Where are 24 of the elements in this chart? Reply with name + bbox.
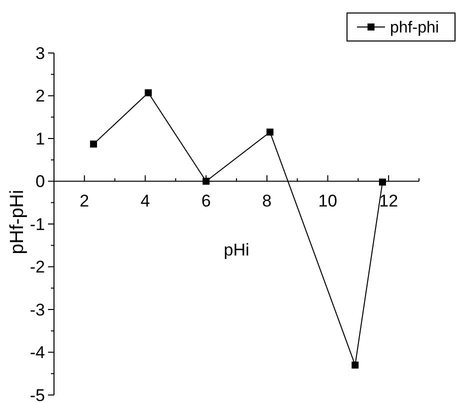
- legend-label: phf-phi: [390, 20, 439, 37]
- y-tick-label: -4: [30, 343, 45, 362]
- y-tick-label: -2: [30, 258, 45, 277]
- x-tick-label: 4: [140, 191, 150, 210]
- x-tick-label: 8: [262, 191, 272, 210]
- y-tick-label: -5: [30, 386, 45, 403]
- y-tick-label: 1: [36, 129, 45, 148]
- point: [266, 128, 274, 136]
- point: [90, 140, 98, 148]
- y-tick-label: -1: [30, 214, 45, 234]
- x-tick-label: 10: [318, 191, 338, 210]
- y-tick-label: 2: [36, 86, 45, 106]
- x-axis-title: pHi: [224, 240, 250, 260]
- y-tick-label: 0: [36, 172, 45, 192]
- y-axis-title: pHf-pHi: [7, 190, 28, 254]
- x-tick-label: 2: [80, 191, 90, 210]
- y-tick-label: -3: [30, 300, 45, 320]
- point: [379, 178, 386, 186]
- x-tick-label: 6: [201, 191, 211, 210]
- point: [202, 178, 210, 185]
- point: [352, 362, 359, 369]
- y-tick-label: 3: [36, 44, 45, 63]
- x-tick-label: 12: [379, 191, 398, 210]
- point: [144, 89, 152, 96]
